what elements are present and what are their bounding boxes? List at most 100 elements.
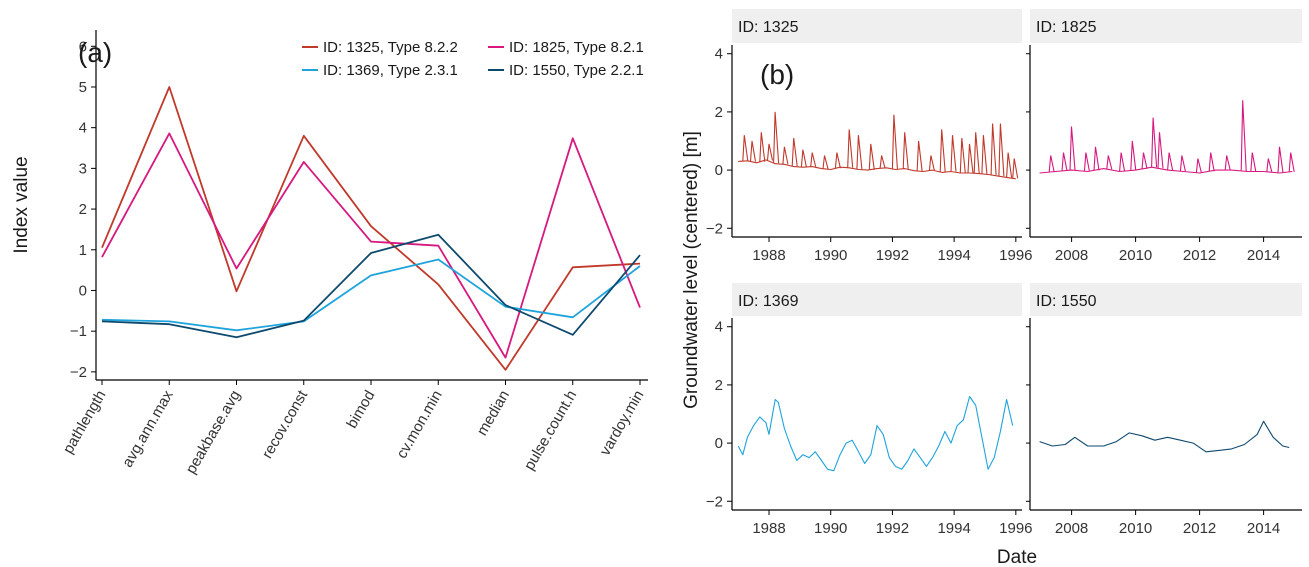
facet-y-tick-label: −2 [706, 220, 723, 237]
facet-1369: ID: 1369 −2 0 2 4 1988 1990 1992 1994 1996 [706, 283, 1033, 537]
facet-spike [766, 143, 774, 161]
facet-x-tick-label: 2012 [1183, 247, 1216, 264]
facet-spike [1157, 132, 1164, 169]
panel-a-y-tick-label: 5 [79, 79, 87, 96]
panel-a-y-tick-label: 6 [79, 38, 87, 55]
facet-spike [1195, 158, 1202, 173]
panel-a-x-tick-label: peakbase.avg [183, 388, 244, 477]
panel-a-y-tick-label: 4 [79, 120, 87, 137]
facet-spike [1130, 140, 1137, 171]
facet-strip-label: ID: 1325 [738, 19, 799, 36]
panel-b-y-axis-title: Groundwater level (centered) [m] [681, 131, 702, 409]
facet-y-tick-label: 0 [715, 435, 723, 452]
facet-strip [732, 9, 1022, 43]
facet-x-tick-label: 2014 [1247, 247, 1280, 264]
facet-x-tick-label: 2010 [1119, 247, 1152, 264]
facet-spike [1277, 146, 1284, 173]
facet-x-tick-label: 1994 [937, 520, 970, 537]
panel-a-x-tick-label: vardoy.min [597, 388, 648, 459]
facet-spike [791, 138, 798, 167]
facet-series-line [738, 159, 1016, 180]
facet-strip-label: ID: 1550 [1036, 293, 1097, 310]
facet-spike [939, 129, 946, 173]
facet-strip-label: ID: 1825 [1036, 19, 1097, 36]
panel-a-x-tick-label: cv.mon.min [393, 388, 446, 462]
facet-y-tick-label: 2 [715, 104, 723, 121]
panel-b-label: (b) [760, 59, 794, 90]
facet-spike [1288, 152, 1295, 172]
facet-x-tick-label: 2008 [1055, 520, 1088, 537]
facet-spike [800, 149, 807, 168]
facet-y-tick-label: 4 [715, 319, 723, 336]
facet-spike [1093, 146, 1100, 171]
facet-series-line [1039, 166, 1293, 174]
panel-b-x-axis-title: Date [997, 547, 1037, 567]
facet-spike [1006, 152, 1013, 178]
series-line-3 [101, 233, 641, 339]
facet-strip [732, 283, 1022, 316]
facet-spike [990, 123, 997, 175]
facet-spike [1061, 152, 1068, 172]
facet-spike [1106, 155, 1113, 170]
facet-x-tick-label: 1988 [752, 520, 785, 537]
facet-spike [1141, 152, 1148, 170]
facet-spike [879, 155, 886, 169]
facet-spike [834, 152, 841, 169]
panel-a-x-tick-label: avg.ann.max [119, 387, 177, 470]
facet-spike [916, 140, 923, 172]
facet-y-tick-label: 0 [715, 162, 723, 179]
panel-a-y-tick-label: 1 [79, 242, 87, 259]
facet-spike [742, 135, 749, 162]
facet-spike [782, 146, 789, 165]
facet-spike [1048, 155, 1055, 173]
facet-spike [810, 152, 817, 167]
panel-a: −2 −1 0 1 2 3 4 5 6 pathlength avg.ann.max peakbase… [11, 30, 648, 477]
series-line-2 [101, 258, 641, 332]
facet-spike [928, 155, 935, 171]
panel-a-x-tick-label: bimod [343, 388, 378, 432]
facet-spike [967, 143, 974, 174]
facet-y-tick-label: 2 [715, 377, 723, 394]
facet-spike [981, 135, 988, 174]
panel-a-x-tick-label: recov.const [259, 387, 312, 462]
panel-a-y-tick-label: 0 [79, 282, 87, 299]
facet-spike [998, 123, 1005, 177]
panel-a-y-axis-title: Index value [11, 156, 32, 253]
facet-spike [856, 135, 863, 170]
facet-1550: ID: 1550 2008 2010 2012 2014 [1026, 283, 1302, 537]
facet-spike [891, 114, 898, 169]
facet-spike [902, 132, 909, 169]
legend-entry-0: ID: 1325, Type 8.2.2 [323, 39, 458, 56]
facet-x-tick-label: 1992 [876, 520, 909, 537]
facet-spike [759, 132, 766, 162]
panel-a-y-tick-label: 2 [79, 201, 87, 218]
facet-spike [1224, 155, 1231, 171]
legend-entry-3: ID: 1550, Type 2.2.1 [509, 62, 644, 79]
facet-spike [773, 111, 780, 164]
facet-x-tick-label: 1996 [999, 520, 1032, 537]
series-line-1 [101, 132, 641, 359]
facet-strip [1030, 9, 1302, 43]
facet-x-tick-label: 1988 [752, 247, 785, 264]
facet-spike [749, 140, 757, 162]
facet-spike [1250, 152, 1257, 172]
facet-series-line [737, 395, 1014, 472]
facet-x-tick-label: 1996 [999, 247, 1032, 264]
facet-spike [1167, 152, 1174, 171]
facet-x-tick-label: 2012 [1183, 520, 1216, 537]
panel-a-y-tick-label: −2 [70, 364, 87, 381]
facet-x-tick-label: 1992 [876, 247, 909, 264]
facet-spike [868, 143, 875, 170]
panel-a-x-tick-label: pathlength [60, 388, 110, 457]
facet-x-tick-label: 2010 [1119, 520, 1152, 537]
facet-spike [973, 132, 980, 174]
facet-spike [1083, 152, 1090, 172]
facet-spike [950, 135, 957, 172]
legend-entry-1: ID: 1825, Type 8.2.1 [509, 39, 644, 56]
facet-strip [1030, 283, 1302, 316]
facet-series-line [1039, 420, 1290, 453]
facet-spike [847, 129, 854, 168]
facet-x-tick-label: 2008 [1055, 247, 1088, 264]
facet-spike [959, 138, 966, 174]
facet-x-tick-label: 1990 [814, 520, 847, 537]
